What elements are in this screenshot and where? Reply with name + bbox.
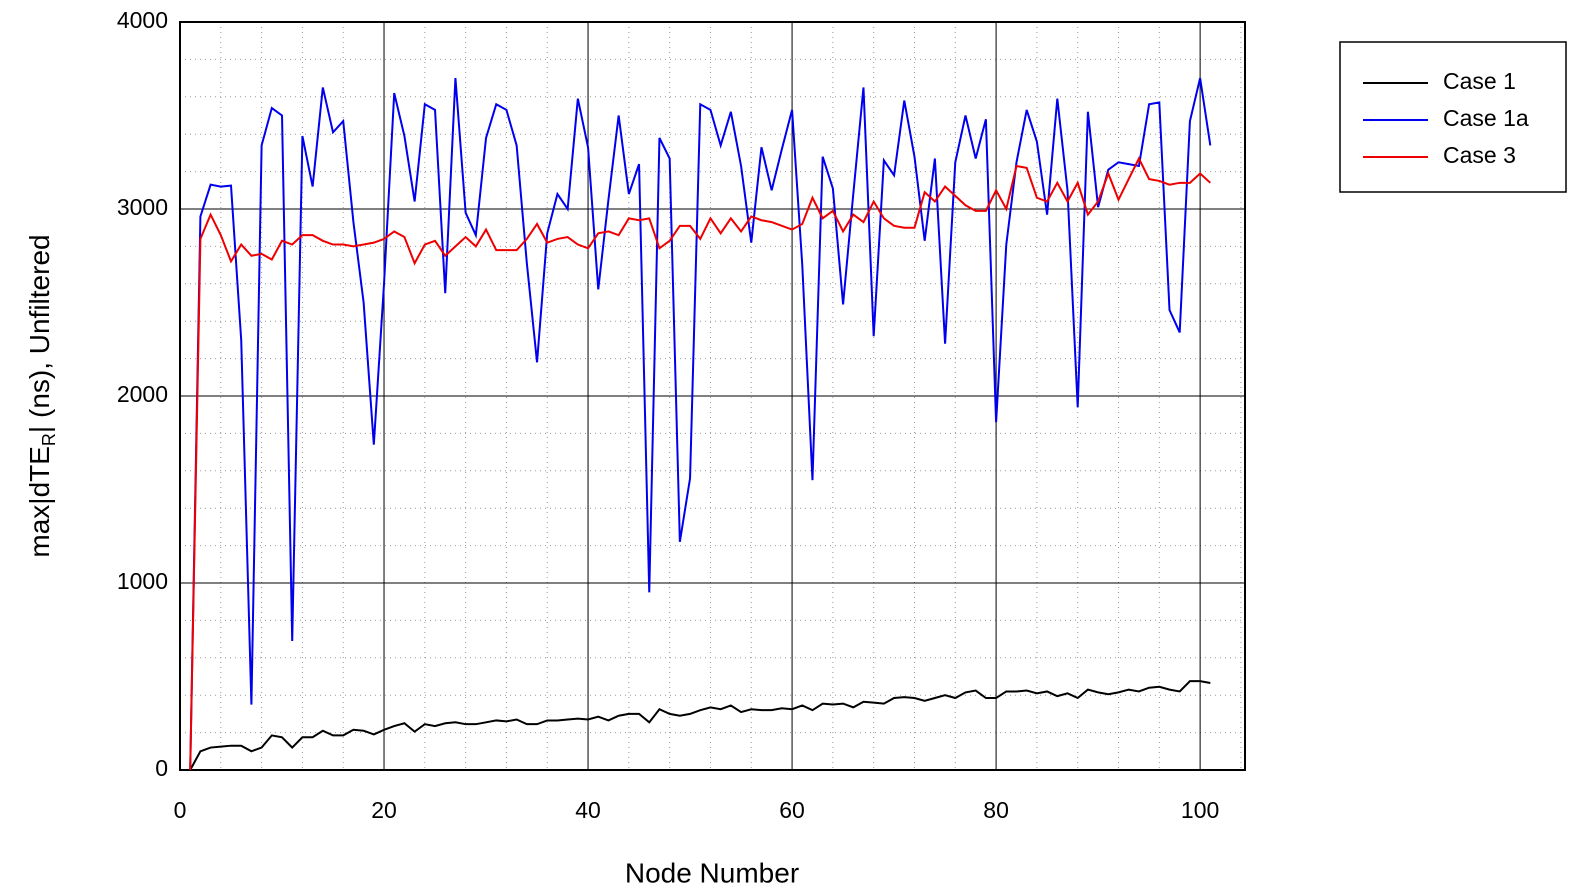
series-line (189, 680, 1211, 771)
y-tick-label: 4000 (117, 7, 168, 33)
legend-label: Case 3 (1443, 142, 1516, 168)
x-tick-label: 40 (575, 797, 601, 823)
series-line (189, 156, 1211, 771)
x-tick-label: 20 (371, 797, 397, 823)
y-tick-label: 2000 (117, 381, 168, 407)
y-label-sub: R (39, 433, 59, 446)
series-line (189, 77, 1212, 771)
x-tick-label: 0 (174, 797, 187, 823)
x-tick-label: 60 (779, 797, 805, 823)
y-tick-label: 1000 (117, 568, 168, 594)
legend-box (1339, 41, 1567, 193)
legend-label: Case 1a (1443, 105, 1529, 131)
y-axis-label: max|dTER| (ns), Unfiltered (24, 234, 58, 557)
x-tick-label: 80 (983, 797, 1009, 823)
y-label-rest: | (ns), Unfiltered (24, 234, 55, 433)
plot-frame (179, 21, 1246, 771)
y-tick-label: 0 (155, 755, 168, 781)
x-axis-label: Node Number (625, 857, 799, 888)
y-label-main: max|dTE (24, 446, 55, 558)
y-tick-label: 3000 (117, 194, 168, 220)
legend-label: Case 1 (1443, 68, 1516, 94)
x-tick-label: 100 (1181, 797, 1219, 823)
